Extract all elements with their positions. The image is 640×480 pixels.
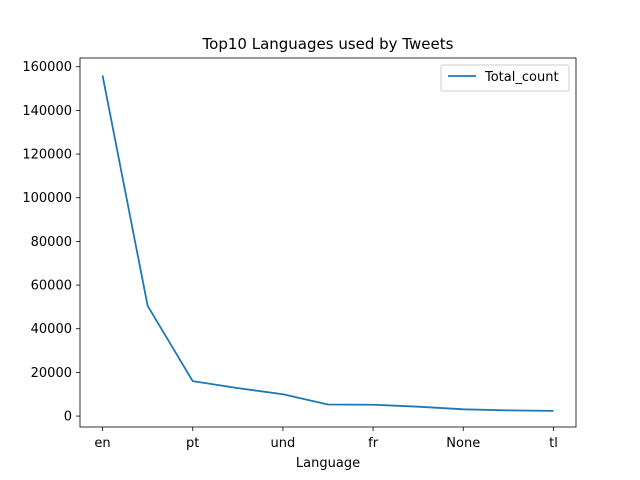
x-tick-label: None: [446, 436, 480, 451]
y-tick-label: 20000: [31, 366, 72, 381]
y-tick-label: 0: [64, 410, 72, 425]
plot-frame: [79, 57, 577, 428]
y-tick-label: 160000: [22, 60, 72, 75]
legend: Total_count: [440, 64, 570, 92]
chart-title: Top10 Languages used by Tweets: [202, 35, 454, 53]
series-layer: [101, 75, 554, 412]
legend-box: [440, 64, 570, 92]
y-tick-label: 120000: [22, 148, 72, 163]
y-tick-label: 100000: [22, 191, 72, 206]
x-axis: en pt und fr None tl: [94, 427, 558, 451]
y-tick-label: 40000: [31, 322, 72, 337]
x-axis-label: Language: [296, 456, 360, 471]
y-tick-label: 140000: [22, 104, 72, 119]
x-tick-label: fr: [368, 436, 379, 451]
series-line: [101, 75, 554, 412]
y-tick-label: 60000: [31, 279, 72, 294]
y-axis: 0 20000 40000 60000 80000 100000 120000 140000 1…: [22, 60, 80, 425]
x-tick-label: en: [94, 436, 110, 451]
x-tick-label: tl: [549, 436, 558, 451]
x-tick-label: pt: [186, 436, 199, 451]
x-tick-label: und: [271, 436, 296, 451]
legend-label: Total_count: [484, 70, 559, 85]
y-tick-label: 80000: [31, 235, 72, 250]
